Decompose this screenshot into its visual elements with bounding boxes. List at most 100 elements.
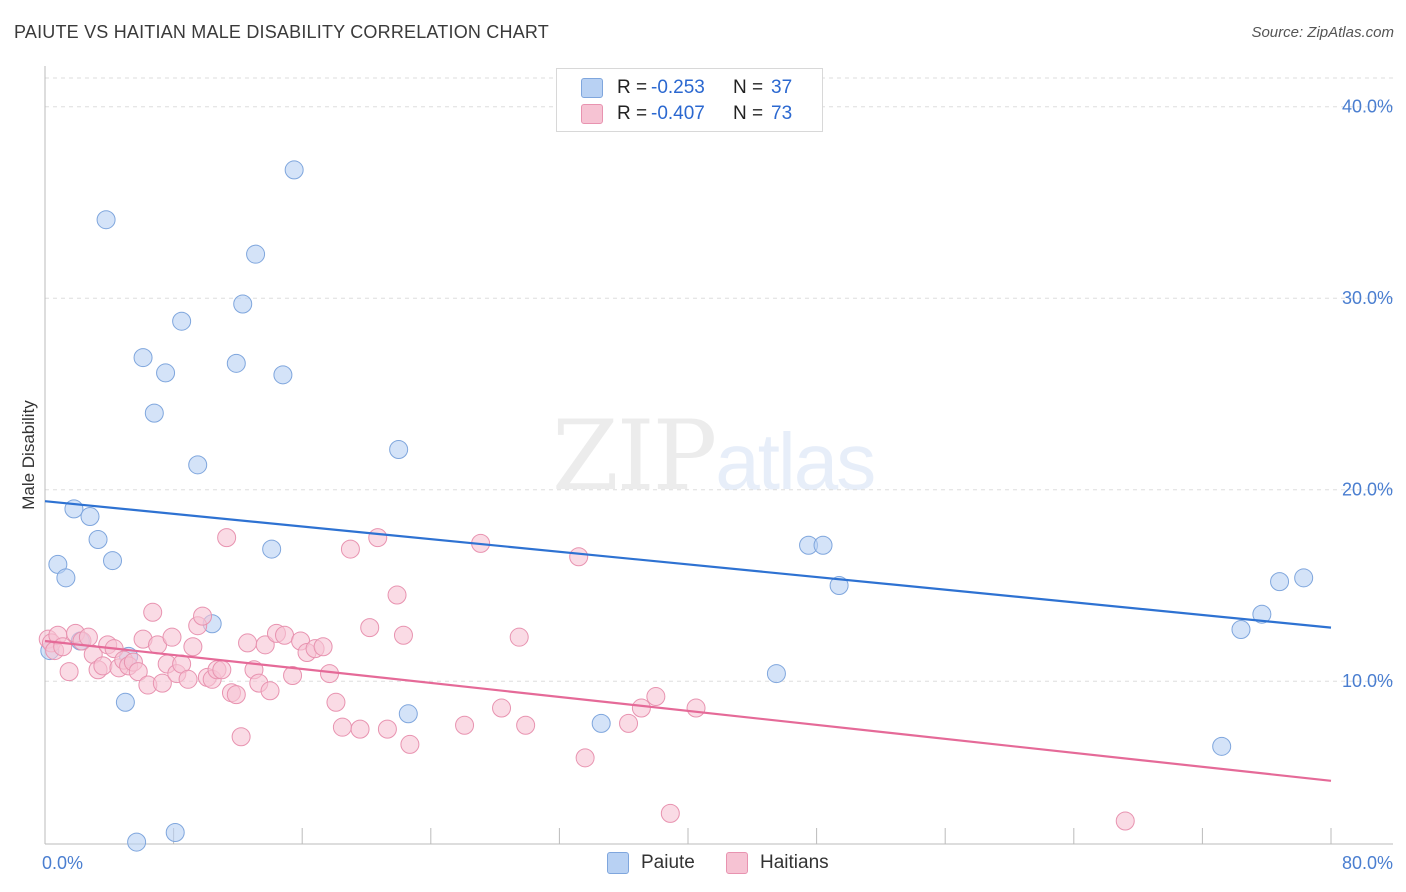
haitians-point [260,681,280,701]
paiute-point [1231,620,1251,640]
haitians-swatch [726,852,748,874]
haitians-point [340,539,360,559]
haitians-point [283,665,303,685]
y-tick-label: 40.0% [1342,97,1393,117]
legend-r-label: R = [617,77,648,98]
haitians-point [492,698,512,718]
haitians-trend-line [44,639,1332,782]
legend-r-value: -0.253 [651,77,705,98]
haitians-point [377,719,397,739]
paiute-point [80,507,100,527]
haitians-point [128,662,148,682]
paiute-point [284,160,304,180]
paiute-point [115,692,135,712]
haitians-point [78,627,98,647]
paiute-point [829,575,849,595]
paiute-point [165,823,185,843]
watermark-atlas: atlas [715,417,876,506]
haitians-point [332,717,352,737]
haitians-point [569,547,589,567]
paiute-point [96,210,116,230]
paiute-point [188,455,208,475]
grid-lines [45,77,1393,682]
paiute-point [127,832,147,852]
y-tick-label: 30.0% [1342,288,1393,308]
legend-n-label: N = [733,77,764,98]
haitians-point [231,727,251,747]
legend-n-label: N = [733,103,764,124]
paiute-point [1294,568,1314,588]
paiute-point [1270,572,1290,592]
haitians-points [38,528,1135,831]
haitians-point [360,618,380,638]
haitians-point [226,685,246,705]
haitians-point [646,687,666,707]
legend: R = -0.253 N = 37 R = -0.407 N = 73 [556,68,823,132]
paiute-point [398,704,418,724]
paiute-point [103,551,123,571]
haitians-point [350,719,370,739]
legend-r-label: R = [617,103,648,124]
paiute-point [766,664,786,684]
legend-row-paiute: R = -0.253 N = 37 [581,75,792,101]
haitians-point [686,698,706,718]
tick-labels: 10.0% 20.0% 30.0% 40.0% 0.0% 80.0% [42,97,1393,873]
legend-swatch-haitians [581,104,603,124]
legend-r-value: -0.407 [651,103,705,124]
haitians-point [162,627,182,647]
paiute-point [246,244,266,264]
haitians-point [255,635,275,655]
haitians-point [212,660,232,680]
paiute-point [172,311,192,331]
haitians-point [93,656,113,676]
paiute-point [1212,736,1232,756]
haitians-point [393,625,413,645]
paiute-point [389,440,409,460]
y-tick-label: 10.0% [1342,671,1393,691]
haitians-point [631,698,651,718]
haitians-point [217,528,237,548]
legend-n-value: 37 [771,77,793,98]
legend-n-value: 73 [771,103,793,124]
paiute-point [56,568,76,588]
haitians-point [183,637,203,657]
watermark-zip: ZIP [552,400,717,512]
paiute-points [40,160,1314,852]
haitians-point [143,602,163,622]
haitians-point [59,662,79,682]
paiute-point [1252,604,1272,624]
source-label: Source: ZipAtlas.com [1251,24,1394,41]
haitians-point [387,585,407,605]
paiute-point [813,535,833,555]
paiute-point [233,294,253,314]
legend-item-haitians[interactable]: Haitians [726,852,829,874]
haitians-point [455,715,475,735]
haitians-point [1115,811,1135,831]
haitians-point [53,637,73,657]
haitians-point [660,803,680,823]
legend-row-haitians: R = -0.407 N = 73 [581,101,792,127]
legend-swatch-paiute [581,78,603,98]
paiute-point [591,713,611,733]
haitians-point [313,637,333,657]
paiute-point [144,403,164,423]
haitians-point [152,673,172,693]
paiute-point [88,530,108,550]
trend-lines [44,500,1332,782]
series-legend: Paiute Haitians [0,852,1406,878]
paiute-label: Paiute [641,852,695,873]
paiute-point [226,353,246,373]
paiute-swatch [607,852,629,874]
haitians-point [178,669,198,689]
chart-title: PAIUTE VS HAITIAN MALE DISABILITY CORREL… [14,22,549,42]
legend-item-paiute[interactable]: Paiute [607,852,695,874]
paiute-point [262,539,282,559]
axes [44,66,1393,845]
haitians-point [516,715,536,735]
haitians-point [193,606,213,626]
haitians-point [509,627,529,647]
paiute-point [133,348,153,368]
haitians-point [400,734,420,754]
haitians-point [368,528,388,548]
